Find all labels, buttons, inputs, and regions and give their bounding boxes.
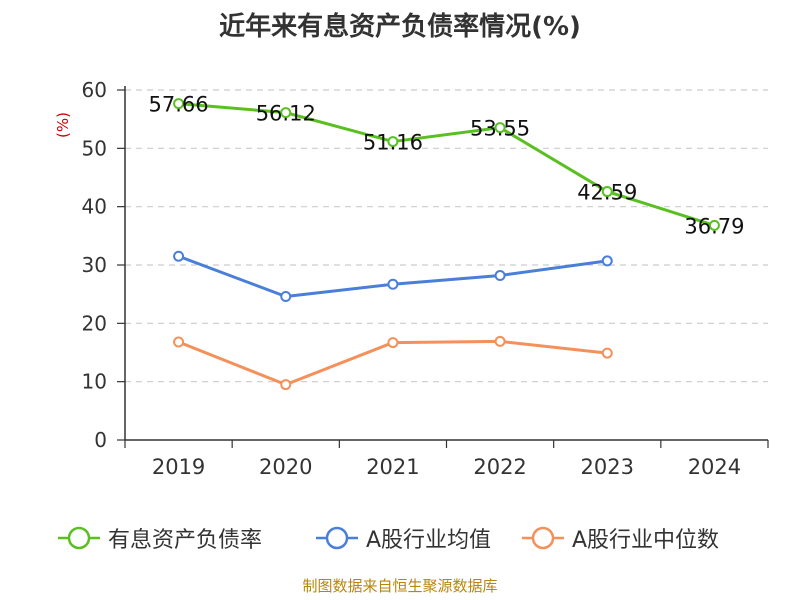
x-tick-label: 2023 [581,455,634,479]
legend-label: A股行业均值 [366,528,492,553]
data-point [280,379,292,391]
series-line [178,102,715,227]
legend-item[interactable]: A股行业均值 [316,520,491,556]
data-label: 56.12 [256,102,316,126]
legend-item[interactable]: A股行业中位数 [522,520,719,556]
legend-swatch [522,526,564,550]
y-tick-label: 10 [82,370,107,394]
data-label: 36.79 [684,214,744,238]
y-tick-label: 20 [82,311,107,335]
data-label: 51.16 [363,131,423,155]
chart-title: 近年来有息资产负债率情况(%) [219,12,581,42]
data-point [280,107,292,119]
y-axis-label: (%) [54,112,72,138]
data-point [601,347,613,359]
data-point [173,336,185,348]
y-tick-label: 60 [82,78,107,102]
data-point [601,186,613,198]
data-point [601,255,613,267]
data-point [173,98,185,110]
y-tick-label: 0 [94,428,107,452]
data-point [387,136,399,148]
data-point [494,335,506,347]
data-label: 53.55 [470,117,530,141]
data-point [494,122,506,134]
data-point [494,270,506,281]
x-tick-label: 2021 [366,455,419,479]
legend-swatch [58,526,100,550]
data-label: 57.66 [149,93,209,117]
y-tick-label: 30 [82,253,107,277]
legend-swatch [316,526,358,550]
x-tick-label: 2022 [473,455,526,479]
y-tick-label: 50 [82,136,107,160]
data-point [708,219,720,231]
legend-item[interactable]: 有息资产负债率 [58,520,262,556]
x-tick-label: 2024 [688,455,741,479]
x-tick-label: 2020 [259,455,312,479]
data-label: 42.59 [577,181,637,205]
source-footer: 制图数据来自恒生聚源数据库 [302,577,498,595]
x-tick-label: 2019 [152,455,205,479]
legend-label: 有息资产负债率 [108,528,263,553]
legend-label: A股行业中位数 [572,528,720,553]
data-point [280,291,292,302]
series-line [178,254,608,298]
data-point [387,278,399,290]
y-tick-label: 40 [82,195,107,219]
legend: 有息资产负债率 A股行业均值 A股行业中位数 [0,520,800,556]
data-point [173,250,185,262]
data-point [387,337,399,349]
